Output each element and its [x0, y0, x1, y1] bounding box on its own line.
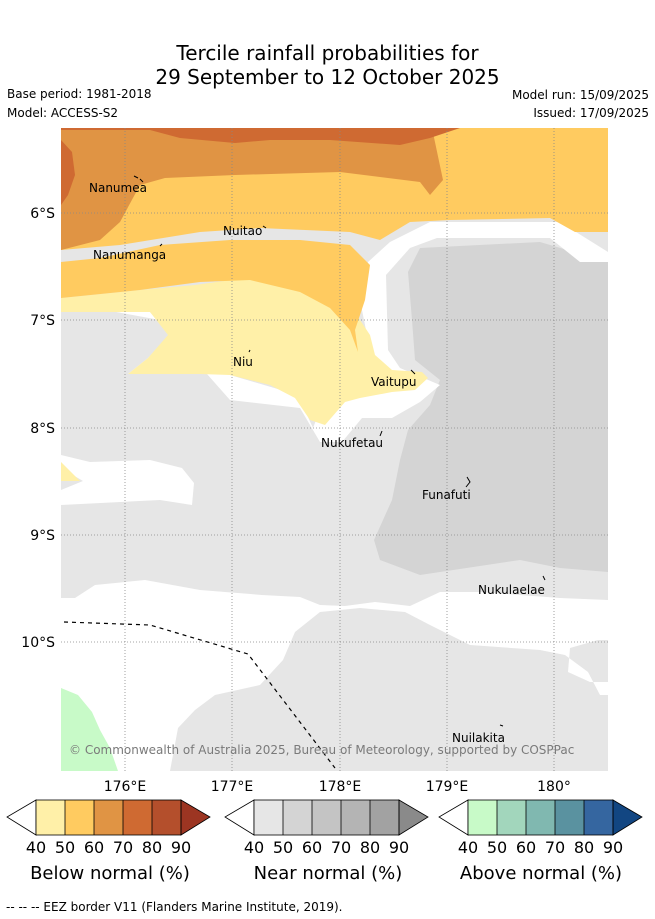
near-tick-60: 60 — [302, 838, 322, 857]
yellow-50-patch-west — [61, 462, 80, 481]
legend-below-normal: 40 50 60 70 80 90 — [6, 799, 211, 857]
below-swatch-1 — [36, 800, 65, 835]
above-extend-low — [438, 799, 469, 836]
above-tick-50: 50 — [487, 838, 507, 857]
above-swatch-3 — [526, 800, 555, 835]
near-swatch-2 — [283, 800, 312, 835]
above-tick-60: 60 — [516, 838, 536, 857]
near-tick-40: 40 — [244, 838, 264, 857]
place-nukufetau: Nukufetau — [321, 436, 383, 450]
below-tick-60: 60 — [84, 838, 104, 857]
place-nanumanga: Nanumanga — [93, 248, 166, 262]
near-tick-70: 70 — [331, 838, 351, 857]
above-extend-high — [612, 799, 643, 836]
lon-label-177e: 177°E — [211, 779, 254, 795]
lat-label-9s: 9°S — [30, 528, 55, 544]
near-normal-50-region — [374, 242, 608, 575]
near-extend-high — [398, 799, 429, 836]
below-swatch-3 — [94, 800, 123, 835]
above-swatch-2 — [497, 800, 526, 835]
base-period: Base period: 1981-2018 — [7, 87, 152, 101]
above-normal-legend-title: Above normal (%) — [459, 863, 623, 884]
above-swatch-1 — [468, 800, 497, 835]
island-nuilakita-outline — [499, 724, 504, 727]
lon-label-180: 180° — [537, 779, 571, 795]
white-band-south — [61, 580, 608, 771]
white-band-lower — [61, 455, 194, 505]
lon-label-179e: 179°E — [426, 779, 469, 795]
islands — [133, 175, 546, 727]
copyright-notice: © Commonwealth of Australia 2025, Bureau… — [69, 743, 574, 757]
near-extend-low — [224, 799, 255, 836]
place-vaitupu: Vaitupu — [371, 375, 417, 389]
orange-70-region — [61, 128, 443, 250]
below-tick-90: 90 — [171, 838, 191, 857]
above-tick-90: 90 — [603, 838, 623, 857]
orange-80-region-west — [61, 140, 75, 205]
near-swatch-1 — [254, 800, 283, 835]
near-tick-50: 50 — [273, 838, 293, 857]
above-normal-region — [61, 688, 118, 771]
issued-date: Issued: 17/09/2025 — [533, 106, 649, 120]
lat-label-7s: 7°S — [30, 313, 55, 329]
lat-label-10s: 10°S — [21, 635, 55, 651]
place-niu: Niu — [233, 355, 253, 369]
legend-above-normal: 40 50 60 70 80 90 — [438, 799, 643, 857]
above-tick-70: 70 — [545, 838, 565, 857]
below-swatch-5 — [152, 800, 181, 835]
map-title-line2: 29 September to 12 October 2025 — [155, 65, 500, 89]
place-nuitao: Nuitao — [223, 224, 262, 238]
eez-border-note: -- -- -- EEZ border V11 (Flanders Marine… — [6, 900, 343, 914]
island-vaitupu-outline — [410, 369, 416, 375]
yellow-60-tongue — [61, 240, 370, 352]
near-tick-90: 90 — [389, 838, 409, 857]
place-nanumea: Nanumea — [89, 181, 147, 195]
above-swatch-5 — [584, 800, 613, 835]
near-swatch-4 — [341, 800, 370, 835]
eez-border — [63, 621, 336, 769]
below-tick-70: 70 — [113, 838, 133, 857]
below-swatch-4 — [123, 800, 152, 835]
lon-label-178e: 178°E — [319, 779, 362, 795]
lat-label-6s: 6°S — [30, 206, 55, 222]
island-nanumea-outline — [133, 175, 144, 183]
island-nanumanga-outline — [159, 243, 163, 247]
legend-near-normal: 40 50 60 70 80 90 — [224, 799, 429, 857]
orange-80-region-north — [61, 128, 460, 145]
island-niu-outline — [248, 349, 251, 353]
island-nuitao-outline — [262, 225, 267, 229]
lat-label-8s: 8°S — [30, 421, 55, 437]
above-swatch-4 — [555, 800, 584, 835]
below-tick-40: 40 — [26, 838, 46, 857]
near-swatch-5 — [370, 800, 399, 835]
map-title-line1: Tercile rainfall probabilities for — [176, 41, 479, 65]
below-extend-low — [6, 799, 37, 836]
near-tick-80: 80 — [360, 838, 380, 857]
graticule — [61, 128, 608, 771]
above-tick-40: 40 — [458, 838, 478, 857]
lon-label-176e: 176°E — [104, 779, 147, 795]
above-tick-80: 80 — [574, 838, 594, 857]
below-tick-80: 80 — [142, 838, 162, 857]
below-normal-legend-title: Below normal (%) — [30, 863, 190, 884]
below-tick-50: 50 — [55, 838, 75, 857]
near-swatch-3 — [312, 800, 341, 835]
model-name: Model: ACCESS-S2 — [7, 106, 119, 120]
place-funafuti: Funafuti — [422, 488, 471, 502]
place-nuilakita: Nuilakita — [452, 731, 505, 745]
island-nukufetau-outline — [379, 430, 383, 437]
near-normal-50-patch — [593, 487, 608, 505]
island-nukulaelae-outline — [542, 575, 546, 581]
below-extend-high — [180, 799, 211, 836]
below-swatch-2 — [65, 800, 94, 835]
probability-map: Nanumea Nuitao Nanumanga Niu Vaitupu Nuk… — [61, 128, 608, 771]
model-run: Model run: 15/09/2025 — [511, 88, 649, 102]
near-normal-legend-title: Near normal (%) — [253, 863, 403, 884]
place-nukulaelae: Nukulaelae — [478, 583, 545, 597]
island-funafuti-outline — [465, 476, 471, 488]
